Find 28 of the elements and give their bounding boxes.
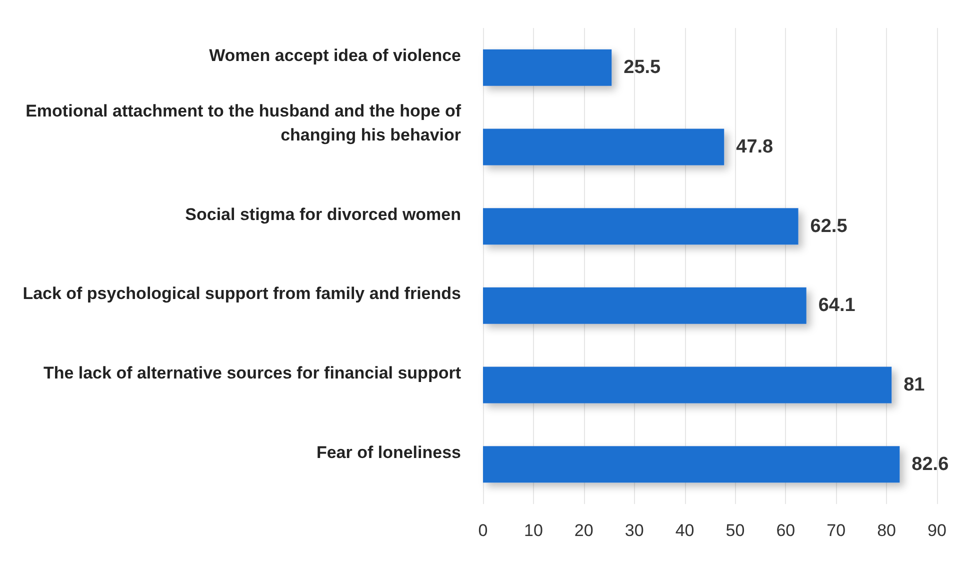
data-label: 47.8 [736, 136, 774, 158]
y-tick-label: Women accept idea of violence [209, 46, 461, 66]
x-tick-label: 20 [574, 521, 594, 540]
x-tick-label: 80 [877, 521, 896, 540]
x-tick-label: 10 [524, 521, 543, 540]
y-tick-label: Social stigma for divorced women [185, 204, 461, 224]
bar [483, 208, 798, 245]
x-tick-label: 0 [478, 521, 488, 540]
bar [483, 128, 724, 166]
bar [483, 446, 900, 483]
y-tick-label: The lack of alternative sources for financial support [43, 364, 462, 382]
y-tick-label: Lack of psychological support from family and friends [22, 284, 461, 304]
x-tick-label: 70 [826, 521, 846, 540]
data-label: 81 [904, 374, 926, 396]
y-tick-label: Emotional attachment to the husband and the hope of changing his behavior [26, 102, 462, 144]
bar [483, 49, 612, 86]
y-tick-label: Fear of loneliness [316, 442, 461, 462]
x-tick-label: 50 [726, 521, 745, 540]
data-label: 64.1 [818, 295, 856, 316]
data-label: 82.6 [912, 454, 949, 475]
x-tick-label: 60 [776, 521, 796, 540]
bar [483, 287, 806, 324]
data-label: 62.5 [810, 216, 848, 237]
data-label: 25.5 [624, 57, 662, 78]
bar [483, 366, 892, 404]
x-tick-label: 90 [928, 521, 946, 540]
x-tick-label: 30 [624, 521, 644, 540]
x-tick-label: 40 [675, 521, 694, 540]
